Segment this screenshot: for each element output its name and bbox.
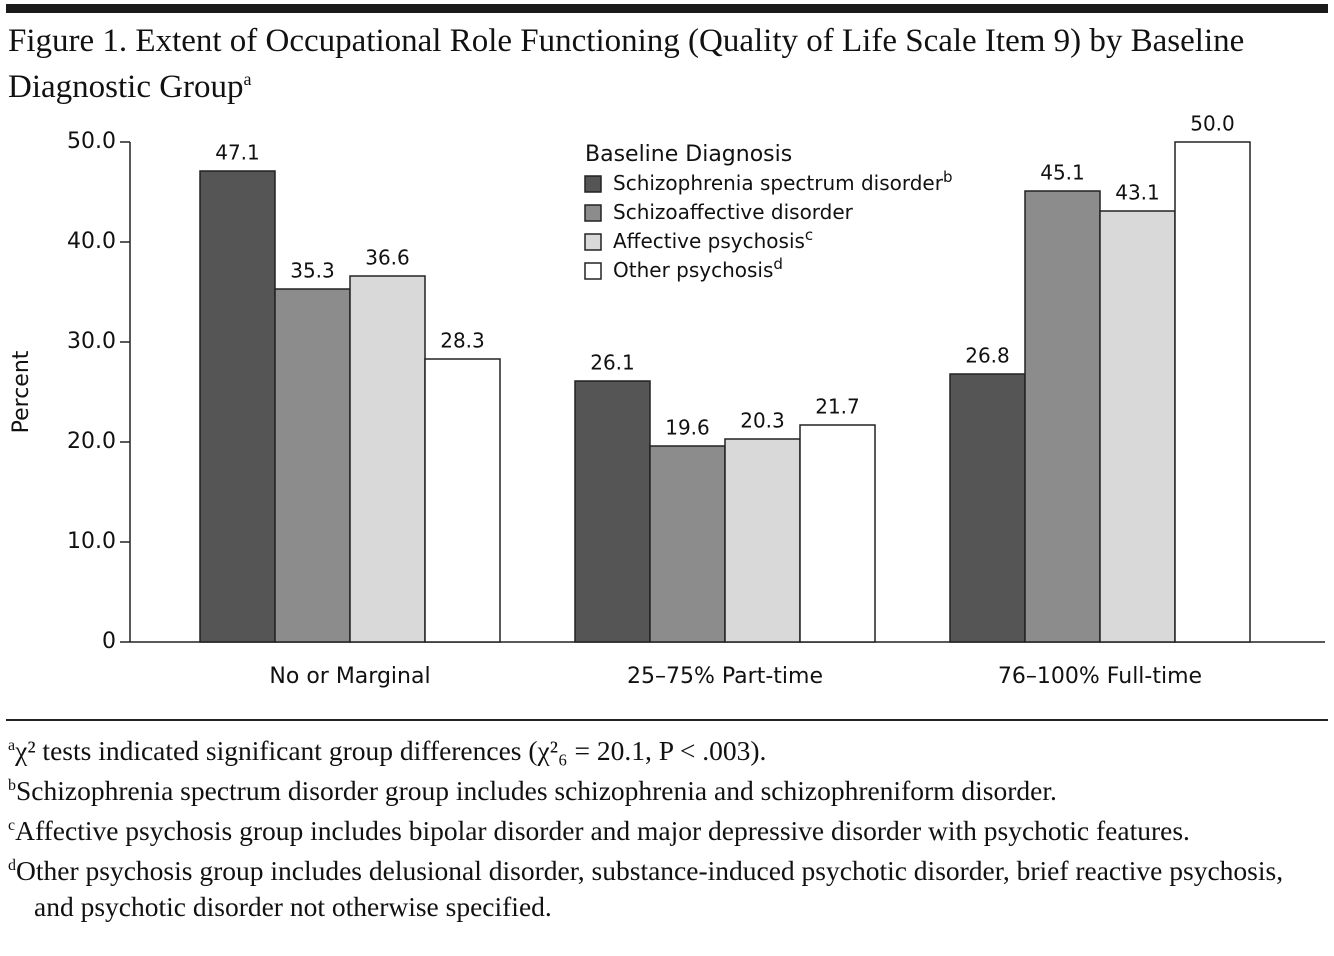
- footnote: aχ² tests indicated significant group di…: [8, 728, 1318, 768]
- chart: Percent Baseline Diagnosis 0 10.0 20.0 30.0…: [9, 112, 1325, 689]
- footnote: dOther psychosis group includes delusion…: [8, 848, 1318, 923]
- x-tick-label: 25–75% Part-time: [627, 664, 823, 689]
- x-tick-label: 76–100% Full-time: [998, 664, 1202, 689]
- value-label: 28.3: [440, 329, 485, 353]
- bar: [1024, 190, 1101, 643]
- footnote-rule: [6, 719, 1328, 721]
- top-bar: [6, 4, 1328, 13]
- y-tick-label: 40.0: [67, 229, 116, 254]
- footnote-marker: c: [8, 817, 16, 835]
- bar: [274, 288, 351, 643]
- value-label: 43.1: [1115, 181, 1160, 205]
- value-label: 47.1: [215, 141, 260, 165]
- legend-swatch: [584, 233, 602, 251]
- value-label: 35.3: [290, 259, 335, 283]
- legend-swatch: [584, 262, 602, 280]
- value-label: 36.6: [365, 246, 410, 270]
- bar: [199, 170, 276, 643]
- value-label: 26.1: [590, 351, 635, 375]
- legend-entry: Other psychosisd: [613, 255, 783, 282]
- value-label: 20.3: [740, 409, 785, 433]
- y-axis-label: Percent: [9, 350, 34, 433]
- legend-entry: Affective psychosisc: [613, 226, 813, 253]
- legend-name: Schizoaffective disorder: [613, 200, 854, 224]
- title-superscript: a: [243, 69, 252, 89]
- bar: [724, 438, 801, 643]
- legend-swatch: [584, 204, 602, 222]
- footnote-text: Other psychosis group includes delusiona…: [16, 855, 1284, 922]
- legend-swatch: [584, 175, 602, 193]
- footnote: bSchizophrenia spectrum disorder group i…: [8, 768, 1318, 808]
- legend-superscript: c: [805, 226, 813, 244]
- bar: [799, 424, 876, 643]
- footnote-marker: a: [8, 737, 16, 754]
- bar: [574, 380, 651, 643]
- footnote-marker: d: [8, 857, 16, 875]
- legend-title: Baseline Diagnosis: [585, 142, 792, 167]
- bar: [949, 373, 1026, 643]
- legend-name: Affective psychosis: [613, 229, 805, 253]
- value-label: 45.1: [1040, 161, 1085, 185]
- bar: [1099, 210, 1176, 643]
- legend-superscript: b: [943, 168, 953, 186]
- chart-title: Figure 1. Extent of Occupational Role Fu…: [8, 22, 1328, 106]
- footnote-text: χ² tests indicated significant group dif…: [15, 735, 767, 767]
- y-tick-label: 20.0: [67, 429, 116, 454]
- value-label: 26.8: [965, 344, 1010, 368]
- value-label: 19.6: [665, 416, 710, 440]
- legend-entry: Schizoaffective disorder: [613, 200, 854, 224]
- bar: [649, 445, 726, 643]
- value-label: 21.7: [815, 395, 860, 419]
- bar: [349, 275, 426, 643]
- legend-name: Other psychosis: [613, 258, 773, 282]
- footnote: cAffective psychosis group includes bipo…: [8, 808, 1318, 848]
- footnote-text: Affective psychosis group includes bipol…: [15, 815, 1190, 847]
- legend-name: Schizophrenia spectrum disorder: [613, 171, 944, 195]
- legend-superscript: d: [773, 255, 783, 273]
- title-text: Figure 1. Extent of Occupational Role Fu…: [8, 23, 1245, 105]
- footnotes: aχ² tests indicated significant group di…: [8, 728, 1318, 924]
- bar: [424, 358, 501, 643]
- footnote-text: Schizophrenia spectrum disorder group in…: [16, 775, 1057, 807]
- y-tick-label: 50.0: [67, 129, 116, 154]
- bar: [1174, 141, 1251, 643]
- x-tick-label: No or Marginal: [269, 664, 430, 689]
- y-tick-label: 0: [102, 629, 116, 654]
- y-tick-label: 30.0: [67, 329, 116, 354]
- footnote-marker: b: [8, 777, 16, 795]
- legend-entry: Schizophrenia spectrum disorderb: [613, 168, 953, 195]
- value-label: 50.0: [1190, 112, 1235, 136]
- y-tick-label: 10.0: [67, 529, 116, 554]
